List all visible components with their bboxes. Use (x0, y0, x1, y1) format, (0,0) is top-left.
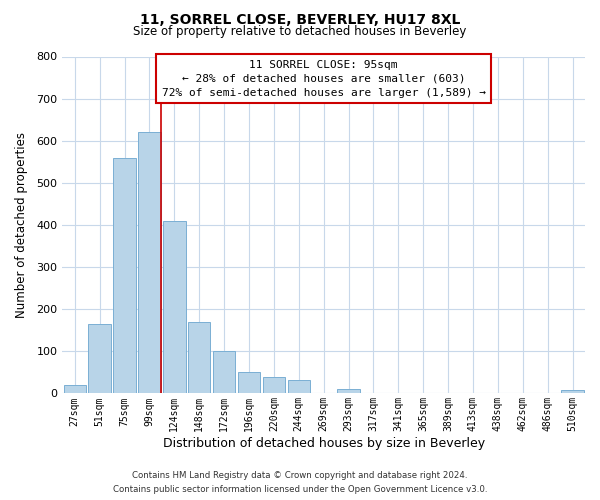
Bar (138, 132, 161, 394)
Bar (263, 376, 285, 394)
Bar (337, 389, 360, 394)
Bar (238, 372, 260, 394)
Text: Size of property relative to detached houses in Beverley: Size of property relative to detached ho… (133, 25, 467, 38)
Text: 11 SORREL CLOSE: 95sqm
← 28% of detached houses are smaller (603)
72% of semi-de: 11 SORREL CLOSE: 95sqm ← 28% of detached… (161, 60, 485, 98)
Bar (188, 322, 211, 394)
X-axis label: Distribution of detached houses by size in Beverley: Distribution of detached houses by size … (163, 437, 485, 450)
Bar (64, 385, 86, 394)
Bar (88, 324, 111, 394)
Bar (213, 352, 235, 394)
Bar (287, 380, 310, 394)
Bar (562, 390, 584, 394)
Bar (163, 220, 185, 394)
Y-axis label: Number of detached properties: Number of detached properties (15, 132, 28, 318)
Bar (113, 158, 136, 394)
Text: Contains HM Land Registry data © Crown copyright and database right 2024.
Contai: Contains HM Land Registry data © Crown c… (113, 472, 487, 494)
Text: 11, SORREL CLOSE, BEVERLEY, HU17 8XL: 11, SORREL CLOSE, BEVERLEY, HU17 8XL (140, 12, 460, 26)
